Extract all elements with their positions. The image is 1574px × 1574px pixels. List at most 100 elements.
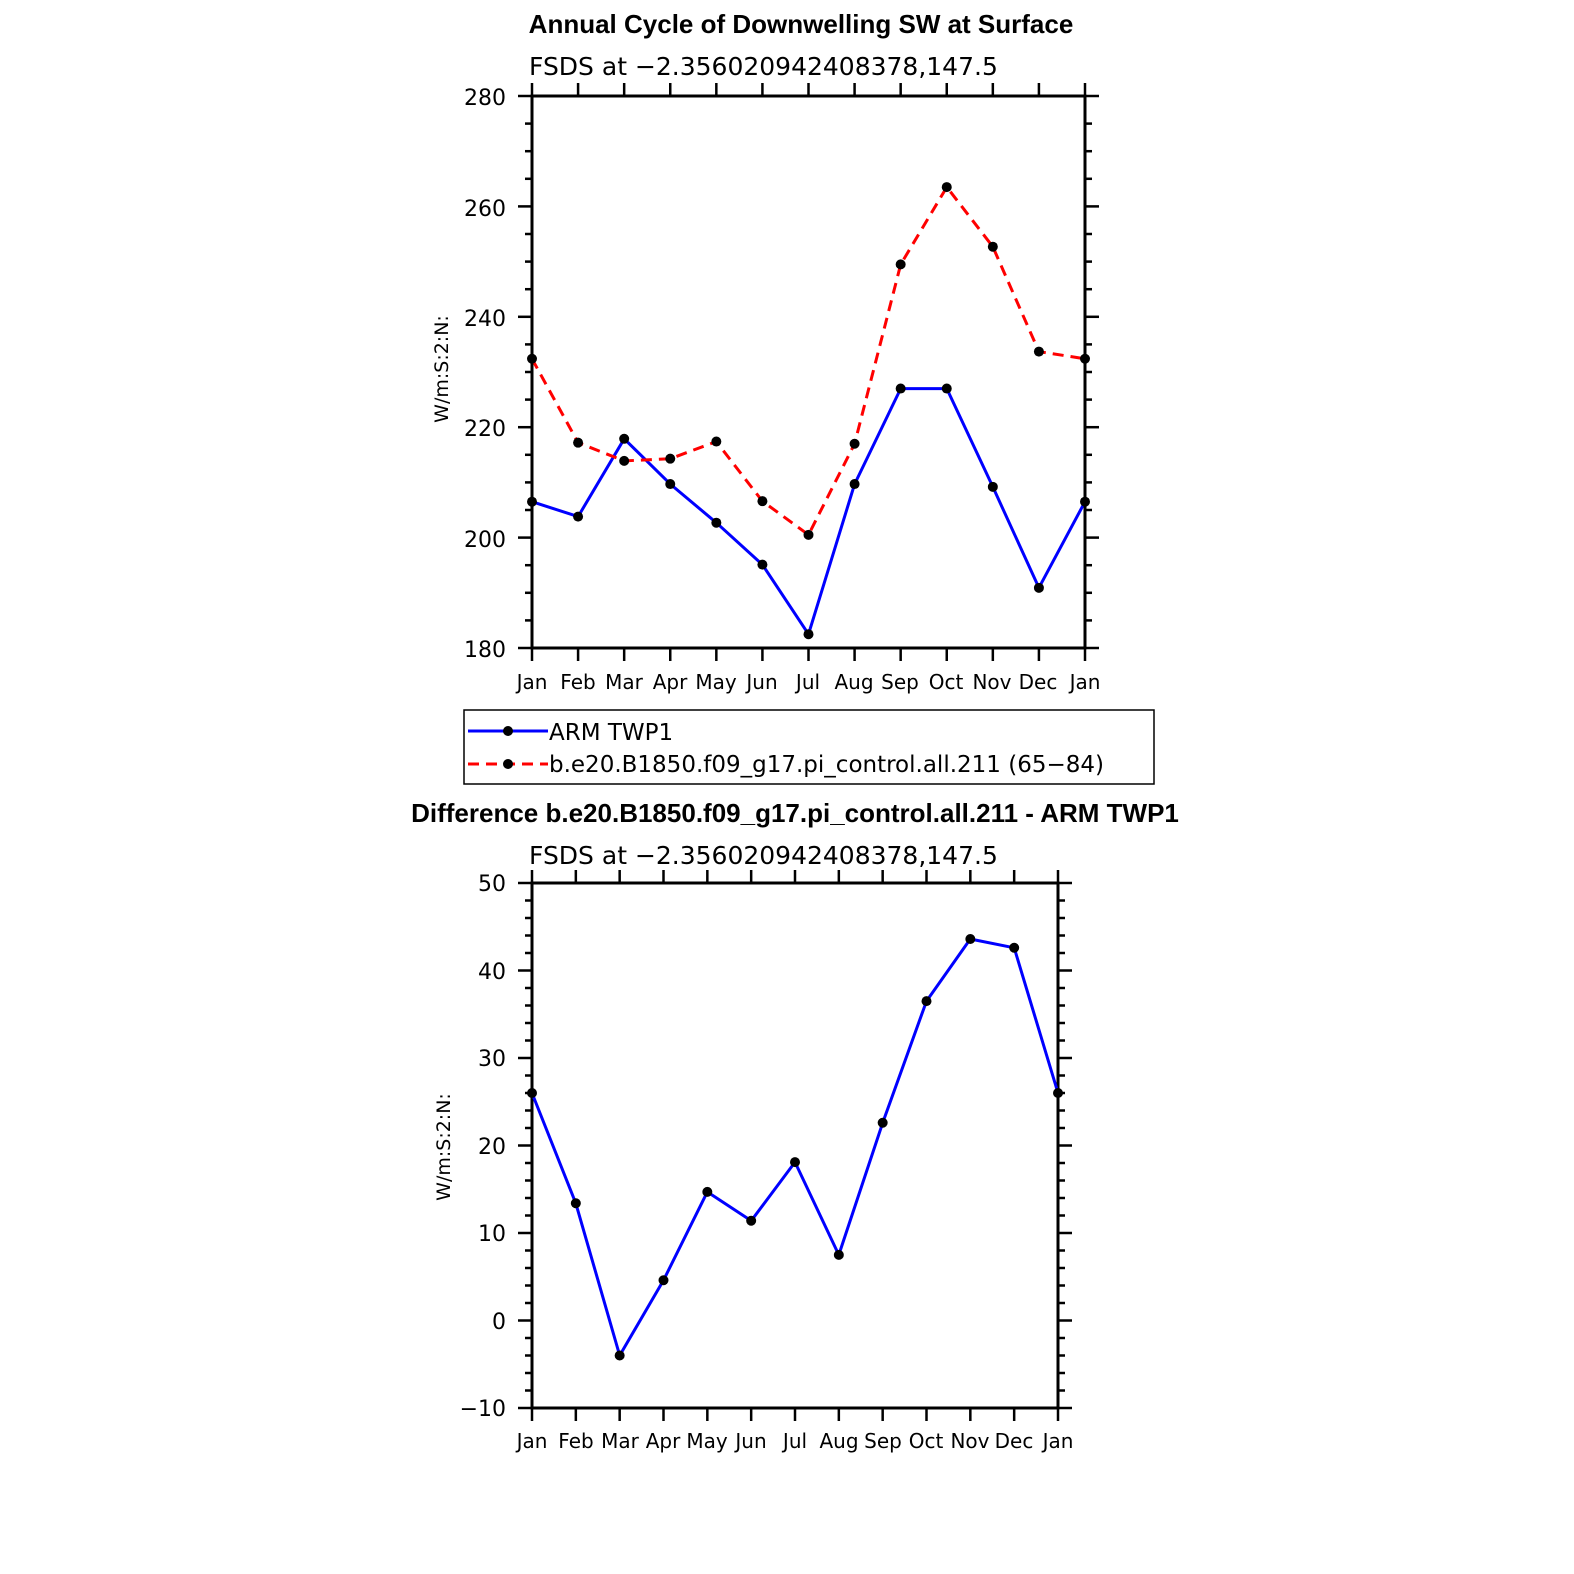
top-xtick-label: Feb: [560, 670, 595, 694]
top-series-line-1: [530, 185, 1086, 537]
top-data-point: [711, 436, 722, 447]
bottom-xtick-label: Jun: [733, 1429, 766, 1453]
bottom-ytick-label: 0: [492, 1310, 506, 1335]
top-data-point: [803, 529, 814, 540]
top-xtick-label: Dec: [1019, 670, 1058, 694]
bottom-y-axis-label: W/m:S:2:N:: [433, 1093, 455, 1201]
top-xtick-label: Aug: [834, 670, 873, 694]
legend-label-model: b.e20.B1850.f09_g17.pi_control.all.211 (…: [549, 752, 1104, 778]
top-x-tick-labels: Jan Feb Mar Apr May Jun Jul Aug Sep Oct …: [515, 670, 1101, 694]
top-ytick-label: 220: [464, 417, 506, 442]
bottom-data-point: [527, 1088, 537, 1098]
top-data-point: [1080, 353, 1090, 364]
top-xtick-label: Nov: [972, 670, 1011, 694]
bottom-data-point: [921, 996, 932, 1007]
top-chart-title: Annual Cycle of Downwelling SW at Surfac…: [529, 9, 1074, 39]
top-ytick-label: 200: [464, 528, 506, 553]
bottom-data-point: [658, 1275, 669, 1286]
bottom-data-point: [570, 1198, 581, 1209]
top-plot-area: 180 200 220 240 260 280 Jan Feb Mar Apr …: [464, 83, 1100, 694]
top-data-point: [619, 433, 630, 444]
top-data-point: [1033, 582, 1044, 593]
legend-box: [463, 709, 1155, 785]
top-data-point: [1033, 346, 1044, 357]
bottom-data-point: [965, 934, 976, 944]
bottom-xtick-label: Aug: [819, 1429, 858, 1453]
top-axis-ticks: [518, 83, 1099, 661]
top-ytick-label: 180: [464, 638, 506, 663]
legend-marker-arm: [503, 726, 513, 736]
top-ytick-label: 260: [464, 197, 506, 222]
top-data-point: [665, 479, 676, 490]
top-data-point: [895, 259, 906, 270]
bottom-xtick-label: Nov: [950, 1429, 989, 1453]
bottom-axis-ticks: [518, 870, 1072, 1421]
top-data-point: [573, 511, 584, 522]
bottom-data-point: [877, 1117, 888, 1128]
top-xtick-label: May: [695, 670, 737, 694]
top-y-axis-label: W/m:S:2:N:: [431, 315, 453, 423]
legend: ARM TWP1 b.e20.B1850.f09_g17.pi_control.…: [463, 709, 1155, 785]
top-xtick-label: Mar: [605, 670, 644, 694]
bottom-xtick-label: Jan: [515, 1429, 548, 1453]
bottom-xtick-label: Oct: [909, 1429, 944, 1453]
bottom-xtick-label: Mar: [601, 1429, 640, 1453]
top-ytick-label: 280: [464, 86, 506, 111]
top-data-point: [665, 453, 676, 464]
top-data-point: [987, 241, 998, 252]
top-xtick-label: Sep: [881, 670, 919, 694]
bottom-xtick-label: Feb: [558, 1429, 593, 1453]
top-xtick-label: Jun: [744, 670, 777, 694]
top-data-point: [757, 496, 768, 507]
top-xtick-label: Jul: [794, 670, 820, 694]
top-ytick-label: 240: [464, 307, 506, 332]
top-data-point: [849, 438, 860, 449]
top-data-point: [941, 383, 952, 394]
bottom-ytick-label: 50: [478, 872, 506, 897]
bottom-data-point: [833, 1249, 844, 1260]
legend-label-arm: ARM TWP1: [549, 720, 673, 746]
top-data-point: [527, 496, 537, 507]
top-data-point: [757, 559, 768, 570]
bottom-ytick-label: 20: [478, 1135, 506, 1160]
top-data-point: [987, 481, 998, 492]
bottom-y-tick-labels: −10 0 10 20 30 40 50: [460, 872, 506, 1422]
bottom-plot-area: −10 0 10 20 30 40 50 Jan Feb Mar Apr May…: [460, 870, 1074, 1453]
bottom-x-tick-labels: Jan Feb Mar Apr May Jun Jul Aug Sep Oct …: [515, 1429, 1074, 1453]
legend-marker-model: [503, 759, 513, 769]
top-data-point: [573, 437, 584, 448]
top-series-layer: [527, 182, 1090, 640]
bottom-ytick-label: 10: [478, 1222, 506, 1247]
bottom-ytick-label: −10: [460, 1397, 506, 1422]
top-xtick-label: Jan: [1068, 670, 1101, 694]
annual-cycle-panel: Annual Cycle of Downwelling SW at Surfac…: [431, 9, 1155, 785]
top-data-point: [711, 517, 722, 528]
bottom-xtick-label: Dec: [995, 1429, 1034, 1453]
top-data-point: [941, 182, 952, 193]
top-plot-frame: [530, 94, 1087, 650]
top-data-point: [849, 479, 860, 490]
bottom-data-point: [746, 1215, 757, 1226]
top-xtick-label: Oct: [929, 670, 964, 694]
bottom-series-layer: [527, 934, 1063, 1361]
bottom-xtick-label: Jul: [781, 1429, 807, 1453]
top-data-point: [895, 383, 906, 394]
bottom-xtick-label: Sep: [864, 1429, 902, 1453]
bottom-data-point: [702, 1186, 713, 1197]
top-data-point: [1080, 496, 1090, 507]
top-data-point: [527, 353, 537, 364]
bottom-xtick-label: May: [686, 1429, 728, 1453]
top-xtick-label: Apr: [653, 670, 688, 694]
bottom-data-point: [790, 1157, 800, 1168]
top-y-tick-labels: 180 200 220 240 260 280: [464, 86, 506, 663]
top-series-line-0: [531, 387, 1087, 636]
bottom-series-line-0: [530, 937, 1060, 1357]
bottom-chart-subtitle: FSDS at −2.356020942408378,147.5: [529, 841, 998, 870]
difference-panel: Difference b.e20.B1850.f09_g17.pi_contro…: [411, 798, 1179, 1453]
top-chart-subtitle: FSDS at −2.356020942408378,147.5: [529, 52, 998, 81]
bottom-xtick-label: Jan: [1041, 1429, 1074, 1453]
top-xtick-label: Jan: [515, 670, 548, 694]
bottom-ytick-label: 40: [478, 960, 506, 985]
bottom-xtick-label: Apr: [646, 1429, 681, 1453]
